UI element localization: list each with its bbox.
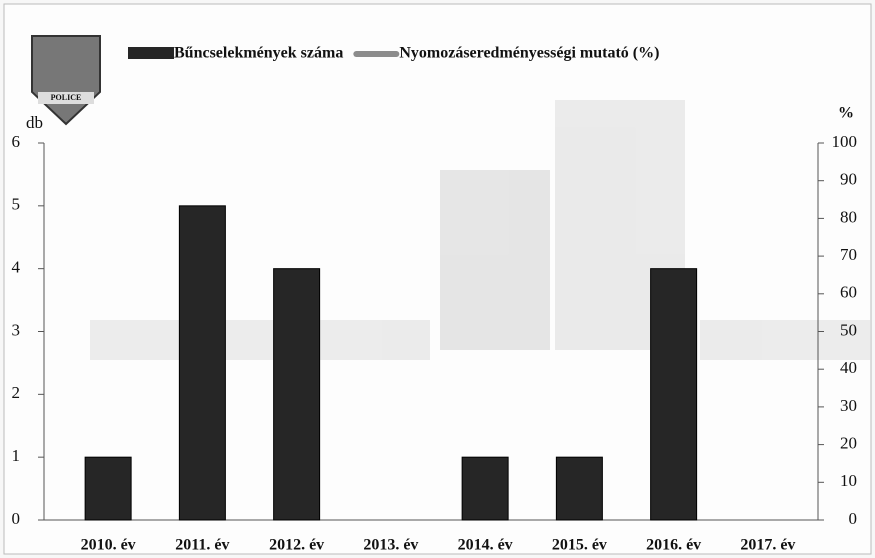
- x-tick-label: 2016. év: [646, 537, 701, 554]
- legend-label: Bűncselekmények száma: [174, 45, 343, 62]
- bar: [556, 457, 602, 520]
- x-tick-label: 2014. év: [458, 537, 513, 554]
- bar: [179, 206, 225, 520]
- y-tick-label: 0: [12, 509, 21, 528]
- y-tick-label: 6: [12, 132, 21, 151]
- y2-tick-label: 30: [840, 396, 857, 415]
- y2-tick-label: 80: [840, 207, 857, 226]
- x-tick-label: 2011. év: [175, 537, 229, 554]
- logo-text: POLICE: [51, 93, 82, 102]
- y2-tick-label: 10: [840, 471, 857, 490]
- y-tick-label: 2: [12, 383, 21, 402]
- y-tick-label: 5: [12, 195, 21, 214]
- y2-tick-label: 60: [840, 283, 857, 302]
- bar: [85, 457, 131, 520]
- bar: [274, 269, 320, 520]
- y-tick-label: 1: [12, 446, 21, 465]
- y2-tick-label: 90: [840, 170, 857, 189]
- y-tick-label: 3: [12, 320, 21, 339]
- chart: POLICE db % 0123456010203040506070809010…: [0, 0, 875, 558]
- legend-label: Nyomozáseredményességi mutató (%): [399, 45, 659, 62]
- bar: [462, 457, 508, 520]
- x-tick-label: 2010. év: [81, 537, 136, 554]
- bar: [651, 269, 697, 520]
- y-tick-label: 4: [12, 258, 21, 277]
- y2-tick-label: 20: [840, 434, 857, 453]
- x-tick-label: 2012. év: [269, 537, 324, 554]
- frame: [4, 4, 871, 554]
- x-tick-label: 2017. év: [740, 537, 795, 554]
- y2-tick-label: 70: [840, 245, 857, 264]
- x-tick-label: 2013. év: [363, 537, 418, 554]
- y2-tick-label: 40: [840, 358, 857, 377]
- legend-swatch: [128, 47, 174, 59]
- y2-tick-label: 50: [840, 320, 857, 339]
- y2-axis-label: %: [838, 105, 854, 122]
- x-tick-label: 2015. év: [552, 537, 607, 554]
- y-axis-label: db: [26, 113, 43, 132]
- y2-tick-label: 100: [832, 132, 858, 151]
- y2-tick-label: 0: [849, 509, 858, 528]
- legend-swatch: [353, 51, 399, 57]
